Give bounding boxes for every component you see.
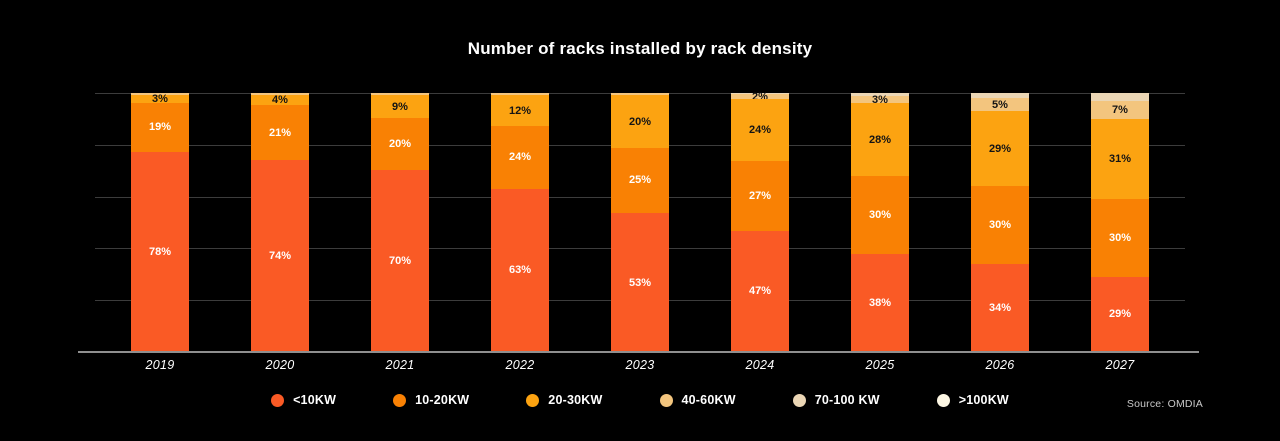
bar-segment-20-30KW-2019: 3% [131,93,189,105]
legend-item-40-60KW: 40-60KW [659,393,736,407]
bar-segment-10-20KW-2023: 25% [611,147,669,214]
bar-segment-70-100KW-2025 [851,93,909,96]
bar-segment-10KW-2025: 38% [851,253,909,352]
bar-segment-40-60KW-2019 [131,93,189,96]
legend-label: 70-100 KW [814,393,880,407]
bar-segment-20-30KW-2021: 9% [371,95,429,119]
bar-segment-10-20KW-2019: 19% [131,102,189,152]
x-axis-label-2023: 2023 [625,358,655,372]
bar-segment-20-30KW-2026: 29% [971,111,1029,187]
x-axis-label-2019: 2019 [145,358,175,372]
bar-segment-70-100KW-2026 [971,93,1029,99]
legend-dot-icon [393,393,407,407]
bar-2020: 74% 21% 4% [251,93,309,352]
legend-label: <10KW [293,393,337,407]
bar-segment-70-100KW-2027 [1091,93,1149,101]
x-axis-label-2022: 2022 [505,358,535,372]
bar-segment-10-20KW-2026: 30% [971,186,1029,264]
legend-label: 20-30KW [548,393,603,407]
bar-segment-40-60KW-2021 [371,93,429,96]
bar-segment-40-60KW-2027: 7% [1091,100,1149,119]
bar-2027: 29% 30% 31% 7% [1091,93,1149,352]
bar-2022: 63% 24% 12% [491,93,549,352]
bar-segment-10KW-2021: 70% [371,170,429,352]
legend-dot-icon [936,393,950,407]
bar-segment-10KW-2020: 74% [251,159,309,352]
chart-title: Number of racks installed by rack densit… [467,39,813,58]
bar-segment-10KW-2023: 53% [611,213,669,352]
legend-dot-icon [792,393,806,407]
bar-2019: 78% 19% 3% [131,93,189,352]
bar-segment-20-30KW-2024: 24% [731,99,789,162]
legend-item-20-30KW: 20-30KW [526,393,602,407]
bar-2023: 53% 25% 20% [611,93,669,352]
legend-item-10-20KW: 10-20KW [393,393,469,407]
legend-item-100KW: >100KW [936,393,1009,407]
x-axis-label-2027: 2027 [1105,358,1135,372]
bar-segment-10KW-2024: 47% [731,230,789,352]
legend-label: 40-60KW [681,393,736,407]
bar-2021: 70% 20% 9% [371,93,429,352]
bar-2024: 47% 27% 24% 2% [731,91,789,352]
bar-segment-20-30KW-2022: 12% [491,95,549,127]
bar-segment-20-30KW-2020: 4% [251,94,309,106]
bar-segment-10-20KW-2021: 20% [371,118,429,171]
source-credit: Source: OMDIA [1126,398,1203,410]
legend-dot-icon [271,393,285,407]
bar-segment-10KW-2027: 29% [1091,276,1149,352]
bar-segment-10KW-2022: 63% [491,188,549,352]
bar-segment-10-20KW-2020: 21% [251,105,309,160]
legend-label: >100KW [958,393,1009,407]
x-axis-baseline [78,351,1199,353]
x-axis-label-2025: 2025 [865,358,895,372]
bar-segment-10-20KW-2022: 24% [491,126,549,189]
x-axis-label-2021: 2021 [385,358,415,372]
legend-item-70-100KW: 70-100 KW [792,393,880,407]
bar-segment-40-60KW-2023 [611,93,669,96]
bar-segment-40-60KW-2025: 3% [851,94,909,106]
bar-segment-10-20KW-2027: 30% [1091,199,1149,277]
legend-label: 10-20KW [415,393,470,407]
bar-segment-10-20KW-2025: 30% [851,175,909,254]
bar-segment-20-30KW-2025: 28% [851,103,909,176]
x-axis-label-2020: 2020 [265,358,295,372]
bar-segment-20-30KW-2023: 20% [611,95,669,148]
legend-item-10KW: <10KW [271,393,336,407]
x-axis-label-2024: 2024 [745,358,775,372]
bar-segment-70-100KW-2024 [731,93,789,95]
plot-area: 78% 19% 3% 74% 21% 4% 70% 20% 9% 63% 24% 12% 53% 25% 2… [95,91,1185,352]
legend-dot-icon [526,393,540,407]
bar-segment-10KW-2026: 34% [971,263,1029,352]
bar-segment-10KW-2019: 78% [131,151,189,352]
x-axis-label-2026: 2026 [985,358,1015,372]
legend: <10KW 10-20KW 20-30KW 40-60KW 70-100 KW >100K… [0,393,1280,407]
bar-2025: 38% 30% 28% 3% [851,93,909,352]
bar-segment-40-60KW-2026: 5% [971,98,1029,112]
bar-segment-20-30KW-2027: 31% [1091,118,1149,200]
bar-2026: 34% 30% 29% 5% [971,93,1029,352]
bar-segment-40-60KW-2022 [491,93,549,96]
bar-segment-40-60KW-2020 [251,93,309,96]
bar-segment-10-20KW-2024: 27% [731,161,789,231]
legend-dot-icon [659,393,673,407]
